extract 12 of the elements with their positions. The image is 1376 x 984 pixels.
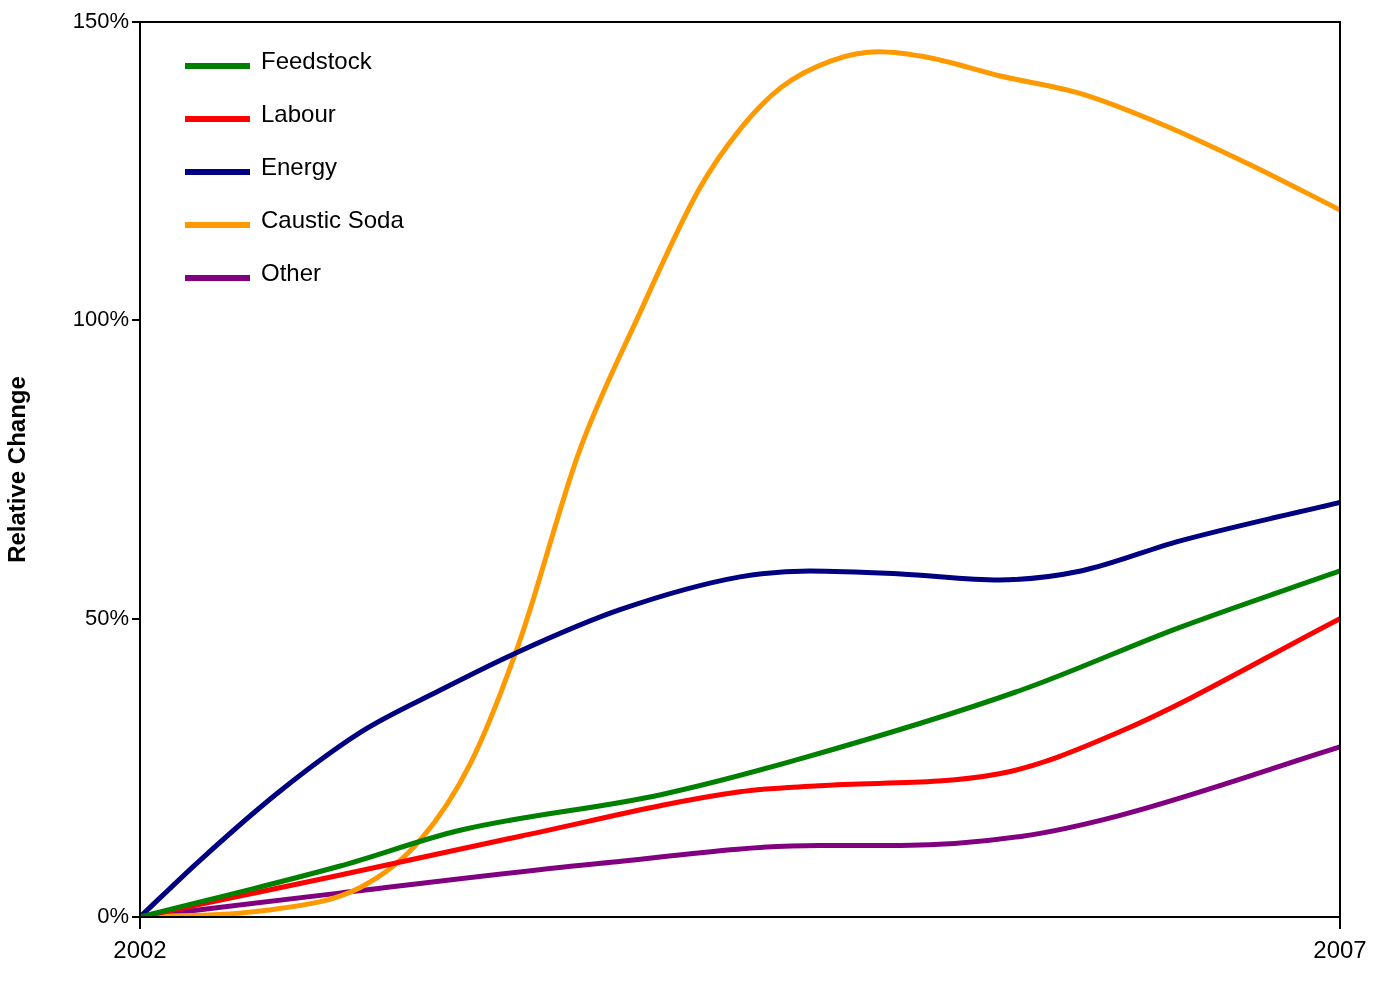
x-tick-label: 2007: [1313, 936, 1367, 964]
y-tick-label: 0%: [97, 903, 129, 929]
legend-label: Labour: [261, 99, 336, 127]
y-axis-title: Relative Change: [3, 376, 31, 563]
y-tick-label: 150%: [72, 8, 129, 34]
y-tick-label: 50%: [84, 604, 129, 630]
legend-label: Feedstock: [261, 46, 373, 74]
legend-label: Other: [261, 258, 322, 286]
y-tick-label: 100%: [72, 306, 129, 332]
legend-label: Energy: [261, 152, 338, 180]
x-tick-label: 2002: [113, 936, 167, 964]
legend-label: Caustic Soda: [261, 205, 405, 233]
